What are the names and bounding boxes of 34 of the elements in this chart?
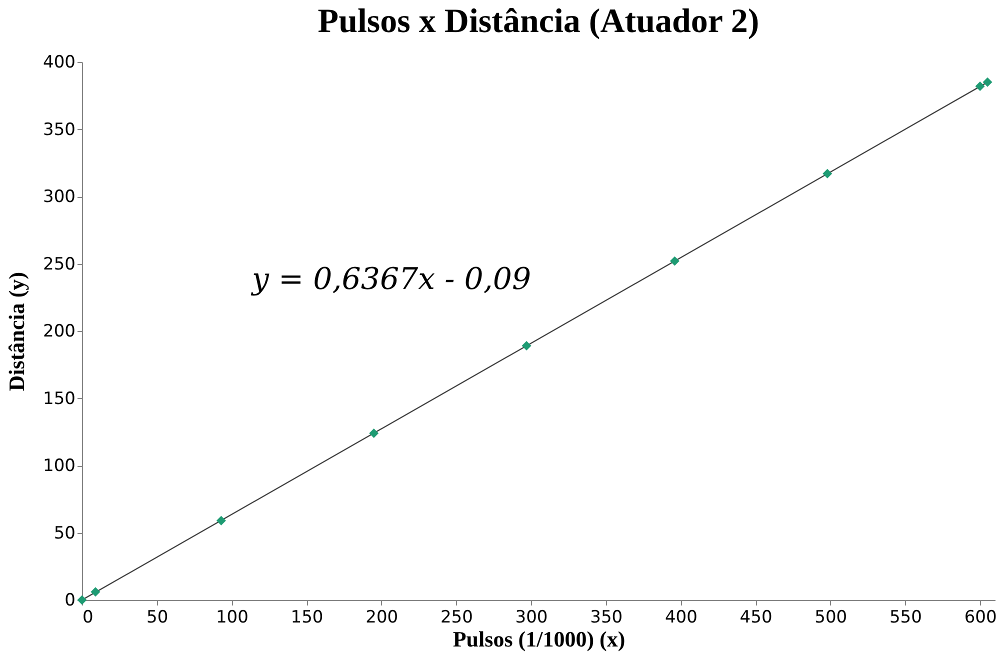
point	[975, 81, 985, 91]
point	[216, 516, 226, 526]
point	[982, 77, 992, 87]
y-tick-label: 50	[54, 523, 76, 544]
y-axis-title: Distância (y)	[4, 272, 30, 392]
x-tick-label: 500	[814, 608, 848, 628]
point	[670, 256, 680, 266]
y-tick-label: 200	[43, 322, 76, 342]
y-tick-label: 150	[43, 388, 76, 409]
x-tick-label: 200	[366, 608, 398, 628]
x-tick-label: 100	[216, 608, 248, 628]
x-tick-label: 300	[515, 608, 548, 628]
point	[522, 341, 532, 351]
x-axis-title: Pulsos (1/1000) (x)	[452, 626, 626, 652]
point	[822, 168, 832, 178]
point	[369, 428, 379, 438]
x-tick-label: 350	[590, 608, 623, 628]
x-tick-label: 550	[889, 608, 922, 628]
chart-title: Pulsos x Distância (Atuador 2)	[318, 3, 760, 40]
x-tick-label: 450	[740, 608, 772, 628]
x-tick-label: 50	[146, 608, 168, 628]
x-tick-label: 150	[290, 608, 324, 628]
x-tick-label: 250	[440, 608, 473, 628]
x-tick-label: 600	[964, 608, 997, 628]
y-tick-label: 0	[64, 590, 76, 610]
x-tick-label: 400	[664, 608, 698, 628]
y-tick-label: 100	[43, 456, 76, 476]
y-tick-label: 400	[43, 52, 76, 72]
y-tick-label: 350	[43, 120, 76, 140]
point	[90, 587, 100, 597]
y-tick-label: 300	[43, 187, 76, 207]
annotation: y = 0,6367x - 0,09	[250, 262, 532, 297]
y-tick-label: 250	[43, 254, 76, 274]
x-tick-label: 0	[82, 608, 94, 628]
